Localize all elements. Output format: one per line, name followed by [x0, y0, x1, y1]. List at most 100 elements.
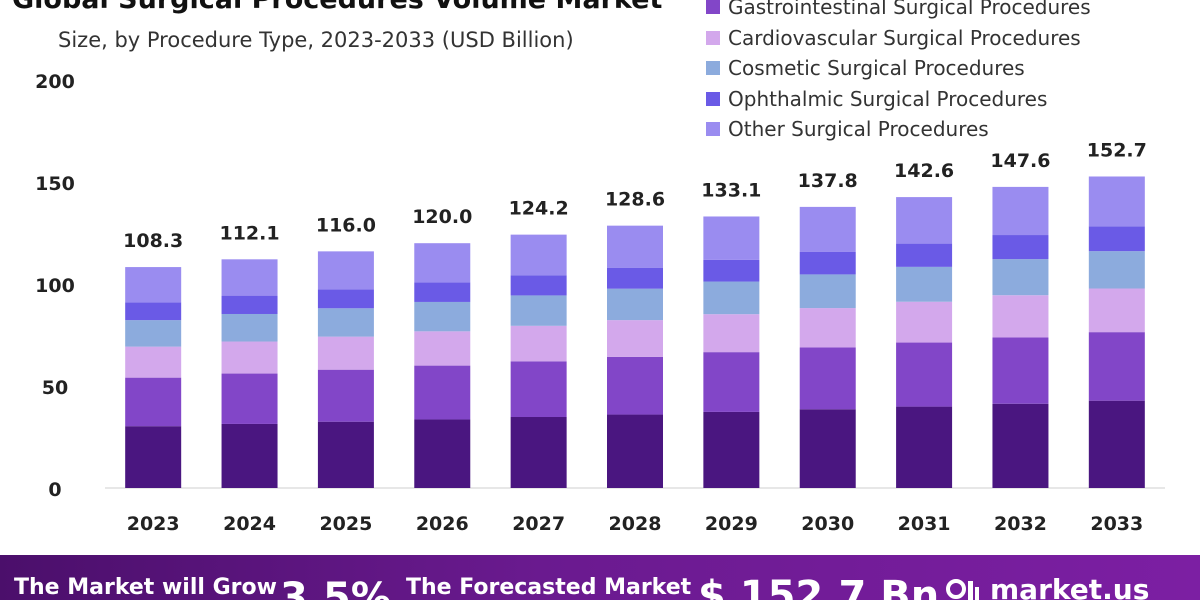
- chart-legend: Gastrointestinal Surgical Procedures Car…: [706, 0, 1166, 145]
- bar-segment: [125, 320, 182, 347]
- bar-segment: [799, 347, 856, 410]
- bar-segment: [1088, 400, 1145, 488]
- x-tick-label: 2033: [1090, 513, 1143, 535]
- bar-segment: [221, 259, 278, 296]
- x-tick-label: 2026: [416, 513, 469, 535]
- bar-segment: [1088, 288, 1145, 333]
- bar-segment: [414, 331, 471, 366]
- bar-total-label: 124.2: [509, 198, 569, 220]
- bar-segment: [125, 377, 182, 427]
- bar-segment: [317, 369, 374, 422]
- bar-segment: [992, 235, 1049, 260]
- legend-swatch: [706, 91, 720, 106]
- bar-segment: [317, 251, 374, 290]
- bar-segment: [510, 417, 567, 488]
- bar-segment: [703, 216, 760, 260]
- bar-segment: [607, 225, 663, 268]
- chart-title: Global Surgical Procedures Volume Market: [12, 0, 662, 15]
- bar-segment: [510, 361, 567, 418]
- legend-item: Cardiovascular Surgical Procedures: [706, 23, 1166, 54]
- bar-segment: [414, 301, 471, 332]
- bar-segment: [510, 295, 567, 326]
- bar-segment: [414, 419, 471, 488]
- bar-segment: [125, 267, 182, 303]
- x-tick-label: 2028: [609, 513, 662, 535]
- bar-total-label: 133.1: [701, 179, 761, 201]
- bar-segment: [1088, 332, 1145, 401]
- bar-segment: [317, 289, 374, 309]
- x-tick-label: 2032: [994, 513, 1047, 535]
- bar-segment: [510, 234, 567, 276]
- bar-segment: [896, 342, 953, 407]
- bar-segment: [896, 197, 953, 244]
- footer-banner: The Market will Grow 3.5% The Forecasted…: [0, 555, 1200, 600]
- bar-segment: [992, 259, 1049, 296]
- x-tick-label: 2030: [801, 513, 854, 535]
- bar-segment: [221, 313, 278, 342]
- bar-segment: [992, 186, 1049, 236]
- bar-segment: [221, 295, 278, 314]
- bar-segment: [1088, 226, 1145, 252]
- legend-swatch: [706, 122, 720, 137]
- legend-label: Other Surgical Procedures: [728, 117, 989, 142]
- y-tick-label: 100: [35, 275, 75, 297]
- legend-item: Cosmetic Surgical Procedures: [706, 53, 1166, 84]
- legend-swatch: [706, 30, 720, 45]
- bar-segment: [1088, 176, 1145, 227]
- bar-segment: [799, 206, 856, 252]
- bar-segment: [703, 411, 760, 488]
- bar-total-label: 152.7: [1087, 139, 1147, 161]
- bar-segment: [703, 281, 760, 315]
- legend-label: Cardiovascular Surgical Procedures: [728, 25, 1081, 50]
- bar-segment: [799, 274, 856, 309]
- bar-total-label: 120.0: [412, 206, 472, 228]
- legend-item: Ophthalmic Surgical Procedures: [706, 84, 1166, 115]
- x-tick-label: 2029: [705, 513, 758, 535]
- bar-total-label: 142.6: [894, 160, 954, 182]
- bar-segment: [510, 325, 567, 362]
- bar-segment: [125, 346, 182, 378]
- chart-subtitle: Size, by Procedure Type, 2023-2033 (USD …: [58, 28, 574, 52]
- bar-segment: [799, 251, 856, 275]
- bar-segment: [221, 373, 278, 424]
- bar-segment: [703, 259, 760, 282]
- y-tick-label: 200: [35, 71, 75, 93]
- legend-label: Cosmetic Surgical Procedures: [728, 56, 1025, 81]
- bar-segment: [221, 341, 278, 374]
- legend-swatch: [706, 61, 720, 76]
- bar-segment: [607, 320, 663, 357]
- legend-swatch: [706, 0, 720, 15]
- bar-segment: [896, 243, 953, 267]
- bar-segment: [607, 356, 663, 415]
- bar-total-label: 147.6: [990, 150, 1050, 172]
- bar-segment: [317, 421, 374, 488]
- bar-segment: [799, 409, 856, 488]
- y-tick-label: 0: [48, 479, 61, 501]
- bar-segment: [510, 275, 567, 296]
- footer-forecast-text: The Forecasted Market: [406, 575, 692, 600]
- stacked-bar-chart: 0 50 100 150 200 108.3 2023 112.1 2024 116.0 2025 1…: [35, 71, 1165, 535]
- legend-label: Gastrointestinal Surgical Procedures: [728, 0, 1091, 20]
- bar-total-label: 116.0: [316, 214, 376, 236]
- bar-segment: [896, 406, 953, 488]
- bar-segment: [607, 414, 663, 488]
- bar-segment: [703, 352, 760, 412]
- x-tick-label: 2024: [223, 513, 276, 535]
- bar-segment: [992, 403, 1049, 488]
- bar-segment: [414, 365, 471, 420]
- bar-segment: [703, 314, 760, 353]
- bar-segment: [317, 308, 374, 337]
- footer-brand: market.us: [990, 573, 1150, 600]
- x-tick-label: 2023: [127, 513, 180, 535]
- legend-item: Other Surgical Procedures: [706, 114, 1166, 145]
- legend-label: Ophthalmic Surgical Procedures: [728, 86, 1048, 111]
- bar-segment: [414, 282, 471, 302]
- y-tick-label: 50: [42, 377, 68, 399]
- bar-segment: [896, 266, 953, 302]
- x-tick-label: 2027: [512, 513, 565, 535]
- bar-segment: [992, 295, 1049, 338]
- bar-segment: [221, 423, 278, 488]
- footer-forecast-value: $ 152.7 Bn: [698, 573, 940, 600]
- bar-segment: [317, 336, 374, 370]
- brand-logo-icon: [946, 579, 979, 600]
